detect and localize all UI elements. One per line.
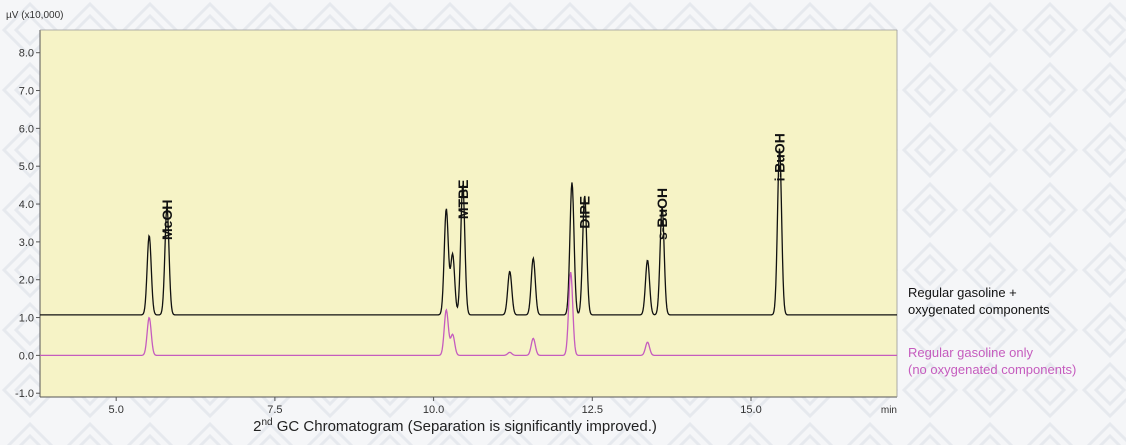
y-tick-label: 5.0 xyxy=(19,161,34,173)
y-tick-label: 6.0 xyxy=(19,123,34,135)
peak-label: i-BuOH xyxy=(772,133,788,181)
peak-label: MeOH xyxy=(159,200,175,240)
y-tick-label: 0.0 xyxy=(19,350,34,362)
y-tick-label: 7.0 xyxy=(19,86,34,98)
y-axis-unit-label: µV (x10,000) xyxy=(6,10,63,21)
legend-entry-oxygenated-line-1: Regular gasoline + xyxy=(908,285,1017,300)
x-axis-unit-label: min xyxy=(881,405,897,416)
y-tick-label: 8.0 xyxy=(19,48,34,60)
y-tick-label: 3.0 xyxy=(19,237,34,249)
y-tick-label: -1.0 xyxy=(15,388,34,400)
x-tick-label: 10.0 xyxy=(423,404,444,416)
x-tick-label: 12.5 xyxy=(582,404,603,416)
legend-entry-regular-line-1: Regular gasoline only xyxy=(908,345,1034,360)
x-tick-label: 15.0 xyxy=(740,404,761,416)
legend-entry-regular-line-2: (no oxygenated components) xyxy=(908,362,1077,377)
series-layer xyxy=(40,148,897,357)
series-line-regular xyxy=(40,272,897,357)
caption-ordinal: 2 xyxy=(253,418,262,435)
peak-label: s-BuOH xyxy=(654,188,670,240)
plot-area xyxy=(40,30,897,397)
caption-ordinal-suffix: nd xyxy=(261,417,273,428)
axes: -1.0 0.0 1.0 2.0 3.0 4.0 5.0 6.0 7.0 8.0 5.0 7.5 10.… xyxy=(15,29,898,416)
x-tick-label: 5.0 xyxy=(109,404,124,416)
legend-entry-oxygenated-line-2: oxygenated components xyxy=(908,302,1050,317)
y-tick-label: 1.0 xyxy=(19,313,34,325)
peak-labels: MeOH MTBE DIPE s-BuOH i-BuOH xyxy=(159,133,788,240)
y-tick-label: 4.0 xyxy=(19,199,34,211)
y-tick-label: 2.0 xyxy=(19,275,34,287)
caption-text: GC Chromatogram (Separation is significa… xyxy=(272,418,657,435)
chart-caption: 2nd GC Chromatogram (Separation is signi… xyxy=(0,417,910,435)
peak-label: MTBE xyxy=(455,180,471,220)
series-line-oxygenated xyxy=(40,148,897,316)
x-tick-label: 7.5 xyxy=(267,404,282,416)
peak-label: DIPE xyxy=(577,196,593,229)
